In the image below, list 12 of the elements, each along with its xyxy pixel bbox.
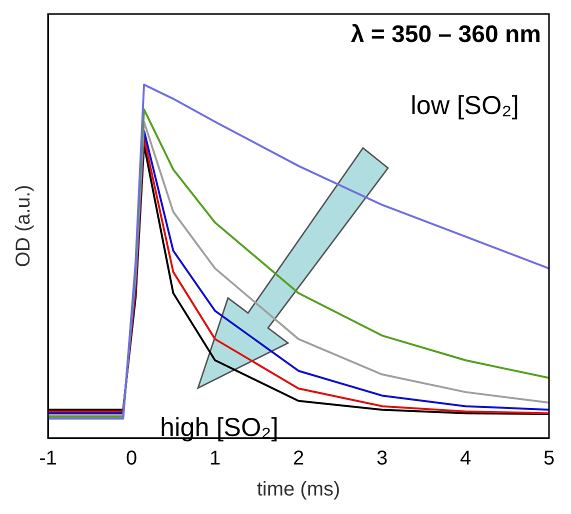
x-tick-label: 0 [126, 448, 138, 470]
y-axis-title: OD (a.u.) [12, 184, 35, 268]
x-tick-label: -1 [39, 448, 57, 470]
x-axis-title: time (ms) [256, 478, 340, 501]
x-tick-label: 1 [209, 448, 221, 470]
x-tick-label: 3 [376, 448, 388, 470]
annotation: low [SO₂] [410, 90, 519, 120]
x-tick-label: 2 [292, 448, 304, 470]
annotation: high [SO₂] [160, 412, 278, 442]
x-tick-label: 5 [543, 448, 555, 470]
text: λ = 350 – 360 nm [350, 21, 541, 48]
x-tick-label: 4 [460, 448, 472, 470]
